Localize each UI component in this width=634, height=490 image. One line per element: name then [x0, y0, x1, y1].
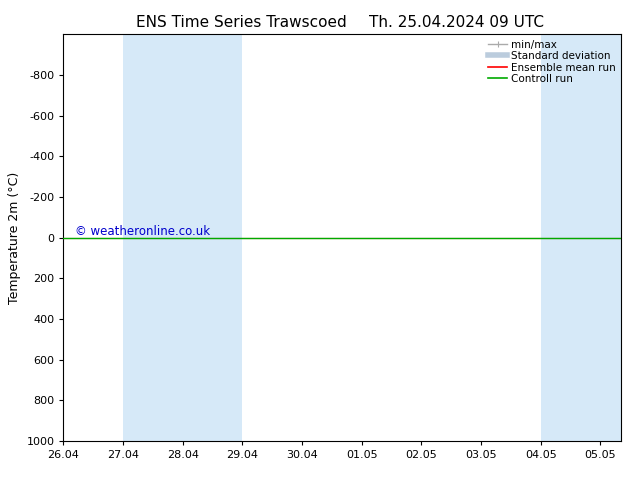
- Bar: [541, 34, 634, 441]
- Bar: [123, 34, 242, 441]
- Text: © weatheronline.co.uk: © weatheronline.co.uk: [75, 224, 210, 238]
- Text: Th. 25.04.2024 09 UTC: Th. 25.04.2024 09 UTC: [369, 15, 544, 30]
- Y-axis label: Temperature 2m (°C): Temperature 2m (°C): [8, 172, 21, 304]
- Legend: min/max, Standard deviation, Ensemble mean run, Controll run: min/max, Standard deviation, Ensemble me…: [486, 37, 618, 86]
- Text: ENS Time Series Trawscoed: ENS Time Series Trawscoed: [136, 15, 346, 30]
